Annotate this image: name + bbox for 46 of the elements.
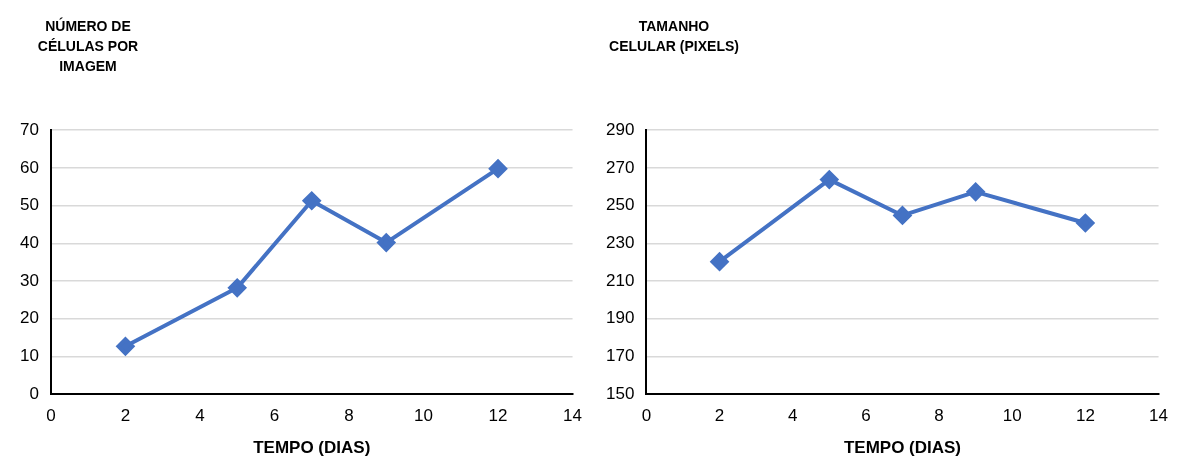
- point: [116, 337, 135, 356]
- x-tick-label: 4: [787, 406, 798, 426]
- x-axis-title: TEMPO (DIAS): [253, 438, 371, 458]
- x-tick-label: 14: [1149, 406, 1169, 426]
- y-tick-label: 20: [19, 308, 39, 328]
- y-tick-label: 210: [605, 270, 635, 290]
- y-tick-label: 30: [19, 270, 39, 290]
- point: [489, 159, 508, 178]
- x-tick-label: 14: [563, 406, 583, 426]
- x-tick-label: 8: [344, 406, 354, 426]
- point: [893, 206, 912, 225]
- x-tick-label: 0: [46, 406, 56, 426]
- y-tick-label: 150: [605, 383, 635, 403]
- y-tick-label: 60: [19, 157, 39, 177]
- point: [302, 191, 321, 210]
- y-tick-label: 0: [29, 383, 39, 403]
- x-axis-title: TEMPO (DIAS): [843, 438, 962, 458]
- x-tick-label: 2: [120, 406, 131, 426]
- y-tick-label: 270: [605, 157, 635, 177]
- x-tick-label: 0: [641, 406, 652, 426]
- y-tick-label: 230: [605, 233, 635, 253]
- point: [966, 182, 985, 201]
- y-tick-label: 290: [605, 119, 635, 139]
- x-tick-label: 10: [1002, 406, 1022, 426]
- y-tick-label: 250: [605, 195, 635, 215]
- x-tick-label: 10: [414, 406, 433, 426]
- y-tick-label: 50: [19, 195, 39, 215]
- point: [710, 252, 729, 271]
- x-tick-label: 4: [195, 406, 205, 426]
- point: [377, 233, 396, 252]
- x-tick-label: 6: [861, 406, 871, 426]
- point: [820, 170, 839, 189]
- point: [1076, 213, 1095, 232]
- x-tick-label: 12: [1075, 406, 1095, 426]
- y-tick-label: 170: [605, 346, 635, 366]
- point: [228, 278, 247, 297]
- y-axis-title: NÚMERO DE CÉLULAS POR IMAGEM: [36, 16, 140, 76]
- x-tick-label: 12: [488, 406, 508, 426]
- y-tick-label: 10: [19, 346, 39, 366]
- x-tick-label: 6: [269, 406, 280, 426]
- y-tick-label: 190: [605, 308, 635, 328]
- x-tick-label: 2: [714, 406, 725, 426]
- y-tick-label: 40: [19, 233, 39, 253]
- y-axis-title: TAMANHO CELULAR (PIXELS): [608, 17, 740, 56]
- y-tick-label: 70: [19, 119, 39, 139]
- x-tick-label: 8: [934, 406, 944, 426]
